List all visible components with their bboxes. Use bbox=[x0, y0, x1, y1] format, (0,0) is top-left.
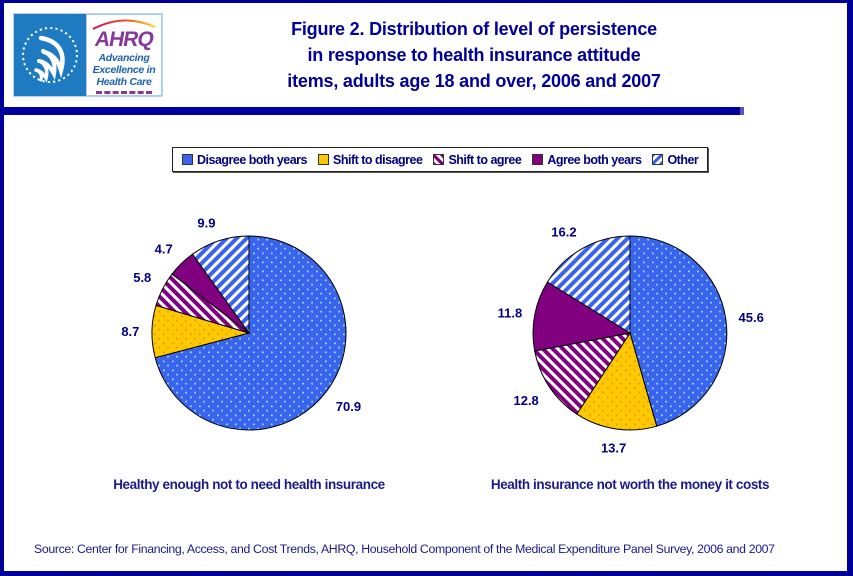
pie-value-label: 16.2 bbox=[551, 224, 576, 239]
pie-value-label: 5.8 bbox=[133, 270, 151, 285]
pie-value-label: 45.6 bbox=[739, 310, 764, 325]
pie-chart-left: 70.9 8.7 5.8 4.7 9.9 bbox=[121, 216, 361, 431]
ahrq-wordmark: AHRQ bbox=[93, 28, 156, 51]
pie-slice bbox=[576, 331, 658, 431]
chart-right: 45.6 13.7 12.8 11.8 16.2 Health insurance no… bbox=[470, 196, 790, 492]
legend-item: Disagree both years bbox=[182, 152, 308, 167]
pie-value-label: 13.7 bbox=[601, 440, 626, 455]
title-line: Figure 2. Distribution of level of persi… bbox=[291, 19, 657, 39]
legend-label: Disagree both years bbox=[197, 152, 308, 167]
pie-slice bbox=[191, 235, 250, 335]
chart-left: 70.9 8.7 5.8 4.7 9.9 Healthy enough not to n… bbox=[89, 196, 409, 492]
tagline-line: Advancing bbox=[98, 52, 150, 64]
pie-value-label: 4.7 bbox=[155, 241, 173, 256]
pie-value-label: 12.8 bbox=[513, 393, 538, 408]
logo-dashed-strip bbox=[96, 91, 152, 94]
ahrq-tagline: Advancing Excellence in Health Care bbox=[93, 52, 156, 88]
legend-swatch-hatch-blue bbox=[652, 154, 664, 165]
pie-value-label: 8.7 bbox=[121, 324, 139, 339]
legend-swatch-hatch-purple bbox=[433, 154, 445, 165]
legend-item: Shift to agree bbox=[433, 152, 522, 167]
pie-value-label: 11.8 bbox=[498, 306, 523, 321]
title-line: items, adults age 18 and over, 2006 and … bbox=[287, 71, 661, 91]
title-line: in response to health insurance attitude bbox=[307, 45, 641, 65]
legend-swatch-solid-purple bbox=[532, 154, 544, 165]
hhs-eagle-seal-icon bbox=[22, 27, 78, 83]
legend-label: Shift to agree bbox=[448, 152, 522, 167]
chart-left-caption: Healthy enough not to need health insura… bbox=[113, 477, 385, 492]
pie-chart-right: 45.6 13.7 12.8 11.8 16.2 bbox=[498, 224, 764, 455]
source-note: Source: Center for Financing, Access, an… bbox=[34, 542, 775, 556]
legend-label: Shift to disagree bbox=[333, 152, 423, 167]
tagline-line: Health Care bbox=[96, 76, 152, 88]
legend-swatch-dots-blue bbox=[182, 154, 193, 165]
header-divider-rule bbox=[4, 107, 744, 115]
chart-right-caption: Health insurance not worth the money it … bbox=[490, 477, 770, 492]
legend-item: Other bbox=[652, 152, 699, 167]
agency-logo: AHRQ Advancing Excellence in Health Care bbox=[14, 14, 162, 96]
legend-swatch-dots-yellow bbox=[318, 154, 329, 165]
ahrq-logo-block: AHRQ Advancing Excellence in Health Care bbox=[86, 14, 162, 96]
pie-value-label: 9.9 bbox=[197, 216, 215, 231]
legend-item: Agree both years bbox=[532, 152, 642, 167]
pie-slice bbox=[534, 332, 632, 415]
legend-label: Other bbox=[667, 152, 699, 167]
tagline-line: Excellence in bbox=[92, 64, 156, 76]
legend-item: Shift to disagree bbox=[318, 152, 423, 167]
pie-slice bbox=[546, 235, 631, 334]
figure-title: Figure 2. Distribution of level of persi… bbox=[184, 16, 764, 94]
hhs-logo-block bbox=[14, 14, 86, 96]
pie-slice bbox=[532, 281, 632, 352]
ahrq-rainbow-arc-icon bbox=[92, 19, 156, 30]
pie-value-label: 70.9 bbox=[336, 399, 361, 414]
pie-slice bbox=[629, 235, 728, 427]
legend: Disagree both years Shift to disagree Shif… bbox=[172, 147, 709, 172]
legend-label: Agree both years bbox=[547, 152, 642, 167]
